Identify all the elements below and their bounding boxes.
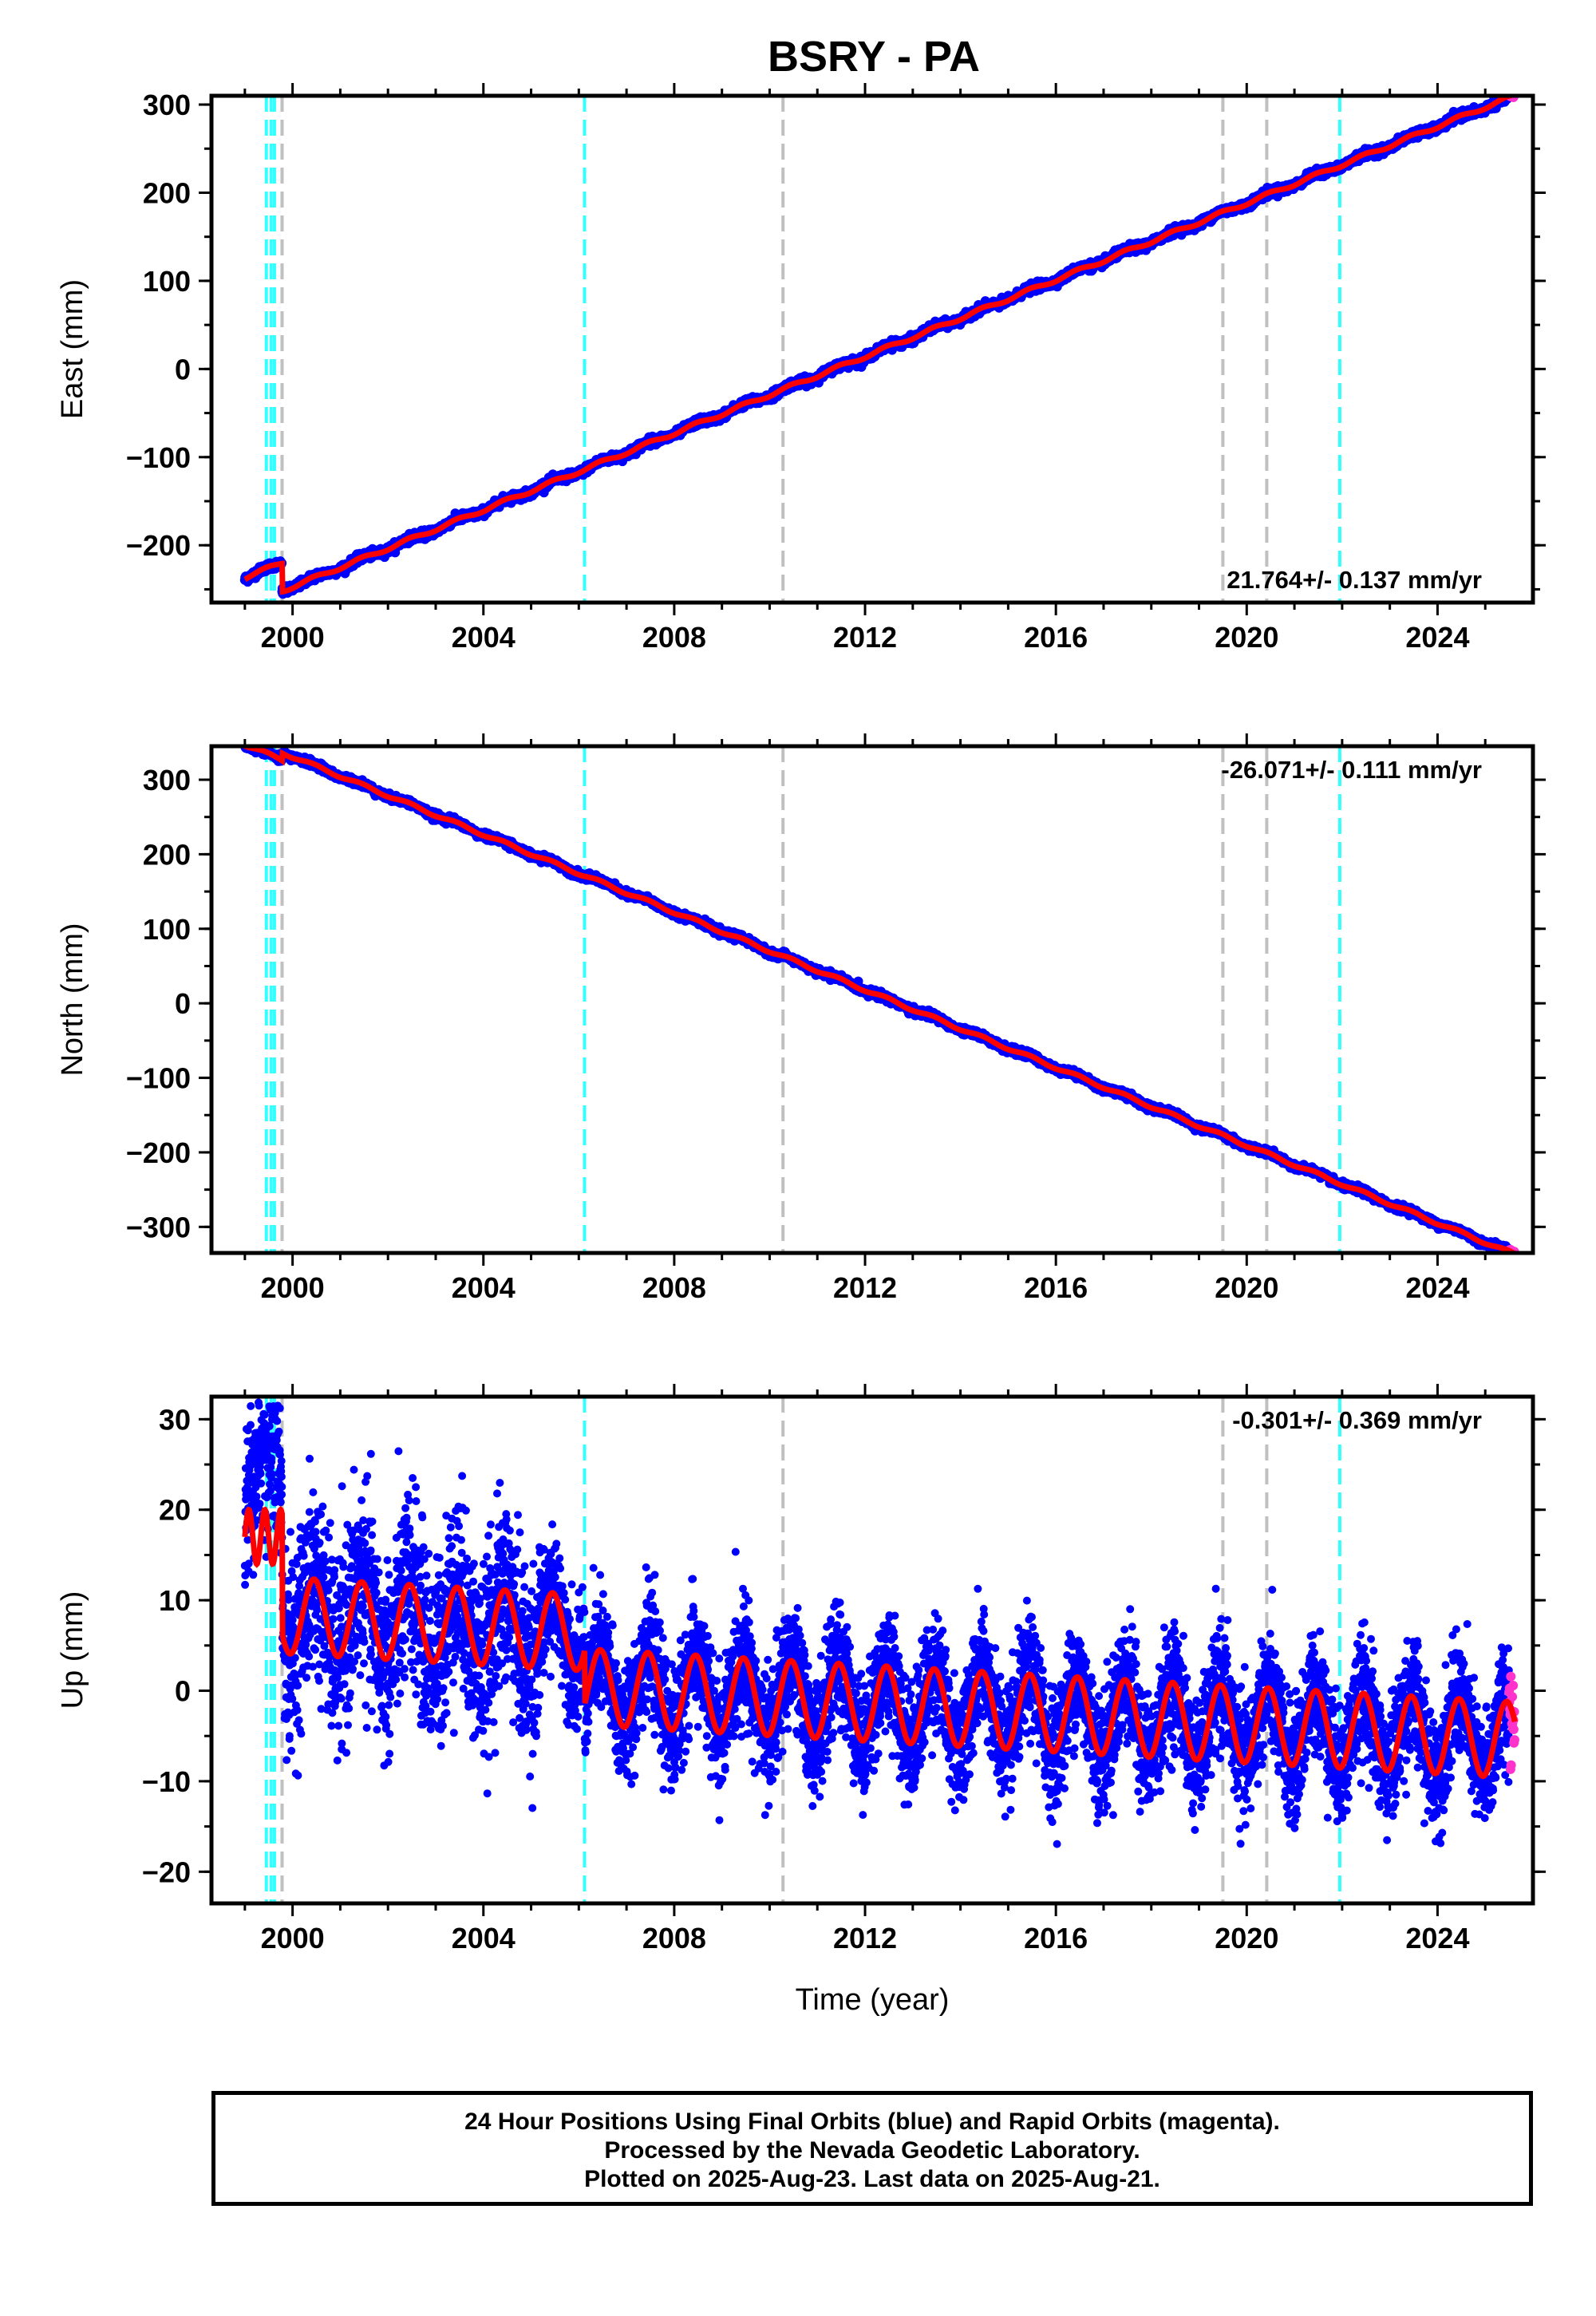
north-y-axis-label: North (mm) (56, 923, 89, 1076)
x-tick-label: 2004 (452, 1271, 516, 1304)
x-tick-label: 2020 (1215, 621, 1278, 654)
x-tick-label: 2024 (1405, 621, 1469, 654)
y-tick-label: 20 (159, 1494, 191, 1527)
y-tick-label: 30 (159, 1403, 191, 1436)
footer-line-1: 24 Hour Positions Using Final Orbits (bl… (215, 2108, 1529, 2136)
east-final-orbit-points (240, 87, 1514, 599)
x-tick-label: 2004 (452, 621, 516, 654)
y-tick-label: −10 (142, 1765, 191, 1798)
y-tick-label: 200 (143, 176, 191, 209)
east-panel: 2000 2004 2008 2012 2016 2020 2024 −200 −100 0 100… (56, 83, 1546, 654)
y-tick-label: 0 (175, 987, 191, 1020)
y-tick-label: 100 (143, 265, 191, 298)
north-panel: 2000 2004 2008 2012 2016 2020 2024−300−200−100… (56, 733, 1546, 1304)
rapid-orbit-point (1510, 1735, 1519, 1745)
east-y-axis-label: East (mm) (56, 279, 89, 419)
x-tick-label: 2024 (1405, 1271, 1469, 1304)
up-velocity-label: -0.301+/- 0.369 mm/yr (1232, 1406, 1482, 1434)
x-tick-label: 2004 (452, 1922, 516, 1954)
y-tick-label: −200 (126, 529, 191, 562)
y-tick-label: −100 (126, 441, 191, 474)
y-tick-label: 0 (175, 1675, 191, 1708)
x-tick-label: 2012 (833, 1922, 897, 1954)
east-velocity-label: 21.764+/- 0.137 mm/yr (1227, 566, 1482, 594)
footer-box: 24 Hour Positions Using Final Orbits (bl… (211, 2091, 1533, 2206)
x-tick-label: 2012 (833, 1271, 897, 1304)
x-tick-label: 2008 (642, 1271, 706, 1304)
footer-line-3: Plotted on 2025-Aug-23. Last data on 202… (215, 2165, 1529, 2194)
x-tick-label: 2012 (833, 621, 897, 654)
x-tick-label: 2020 (1215, 1271, 1278, 1304)
rapid-orbit-point (1506, 1672, 1515, 1682)
up-panel: 2000 2004 2008 2012 2016 2020 2024 −20 −10 0 10 20 3… (56, 1318, 1546, 1954)
up-y-axis-label: Up (mm) (56, 1591, 89, 1709)
north-velocity-label: -26.071+/- 0.111 mm/yr (1221, 756, 1482, 784)
y-tick-label: −200 (126, 1136, 191, 1169)
y-tick-label: 0 (175, 353, 191, 385)
rapid-orbit-point (1507, 1761, 1516, 1770)
time-series-plots: 2000 2004 2008 2012 2016 2020 2024−200−1000100… (0, 0, 1596, 2043)
y-tick-label: −100 (126, 1062, 191, 1095)
east-final-orbit-cloud (240, 87, 1514, 599)
x-tick-label: 2024 (1405, 1922, 1469, 1954)
y-tick-label: 10 (159, 1584, 191, 1617)
y-tick-label: 200 (143, 838, 191, 871)
north-y-axis: −300 −200 −100 0 100 200 300 (126, 764, 1546, 1243)
rapid-orbit-point (1508, 1681, 1518, 1690)
x-axis-title: Time (year) (796, 1983, 950, 2017)
x-tick-label: 2016 (1024, 1922, 1088, 1954)
north-event-lines (267, 746, 1340, 1253)
y-tick-label: −20 (142, 1856, 191, 1888)
x-tick-label: 2000 (261, 621, 325, 654)
y-tick-label: 300 (143, 89, 191, 121)
x-tick-label: 2020 (1215, 1922, 1278, 1954)
x-tick-label: 2000 (261, 1271, 325, 1304)
x-tick-label: 2016 (1024, 1271, 1088, 1304)
footer-line-2: Processed by the Nevada Geodetic Laborat… (215, 2136, 1529, 2165)
y-tick-label: 100 (143, 913, 191, 946)
x-tick-label: 2008 (642, 1922, 706, 1954)
y-tick-label: −300 (126, 1211, 191, 1243)
x-tick-label: 2016 (1024, 621, 1088, 654)
x-tick-label: 2008 (642, 621, 706, 654)
y-tick-label: 300 (143, 764, 191, 796)
x-tick-label: 2000 (261, 1922, 325, 1954)
rapid-orbit-point (1509, 1725, 1519, 1734)
